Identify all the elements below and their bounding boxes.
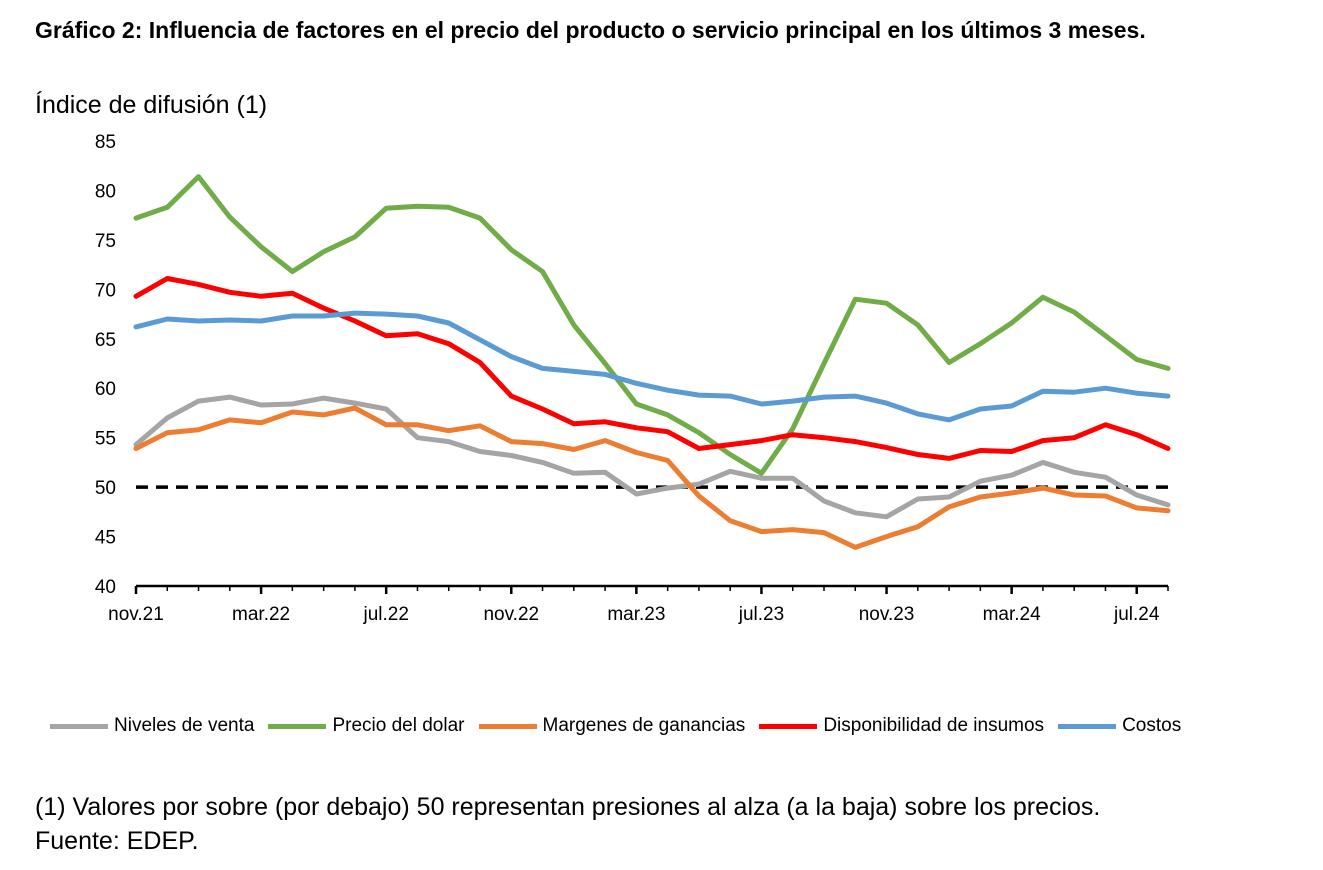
- source-note: Fuente: EDEP.: [35, 827, 199, 855]
- y-tick-label: 45: [95, 528, 116, 549]
- y-tick-label: 50: [95, 478, 116, 499]
- x-tick-label: jul.23: [738, 604, 784, 625]
- y-tick-label: 75: [95, 231, 116, 252]
- series-line-niveles-de-venta: [133, 394, 1171, 520]
- legend-item: Disponibilidad de insumos: [759, 715, 1044, 737]
- series-line-disponibilidad-de-insumos: [133, 276, 1171, 461]
- footnote: (1) Valores por sobre (por debajo) 50 re…: [35, 793, 1101, 821]
- x-axis: nov.21 mar.22 jul.22 nov.22 mar.23 jul.23 nov.…: [108, 584, 1169, 625]
- x-tick-label: jul.24: [1113, 604, 1160, 625]
- y-tick-label: 65: [95, 330, 116, 351]
- x-tick-label: mar.22: [232, 604, 290, 625]
- y-tick-label: 55: [95, 429, 116, 450]
- legend-label: Precio del dolar: [332, 715, 465, 736]
- y-tick-label: 60: [95, 379, 116, 400]
- y-tick-label: 85: [95, 132, 116, 153]
- y-tick-label: 40: [95, 577, 116, 598]
- legend-swatch: [268, 723, 327, 729]
- x-tick-label: nov.21: [108, 604, 164, 625]
- x-tick-label: jul.22: [362, 604, 408, 625]
- legend-item: Niveles de venta: [50, 715, 254, 737]
- chart-title: Gráfico 2: Influencia de factores en el …: [35, 17, 1146, 43]
- legend-item: Costos: [1058, 715, 1181, 737]
- legend-item: Precio del dolar: [268, 715, 465, 737]
- series-line-costos: [133, 310, 1171, 423]
- x-tick-label: nov.22: [483, 604, 539, 625]
- legend-label: Niveles de venta: [114, 715, 255, 736]
- x-tick-label: mar.24: [983, 604, 1042, 625]
- legend-swatch: [759, 723, 818, 729]
- legend-label: Costos: [1122, 715, 1182, 736]
- series-group: [133, 174, 1171, 550]
- series-line-precio-del-dolar: [133, 174, 1171, 476]
- y-tick-label: 80: [95, 181, 116, 202]
- series-line-margenes-de-ganancias: [133, 405, 1171, 550]
- legend-swatch: [50, 723, 108, 729]
- legend-item: Margenes de ganancias: [478, 715, 746, 737]
- y-axis-ticks: 40 45 50 55 60 65 70 75 80 85: [95, 132, 116, 598]
- legend-swatch: [478, 723, 537, 729]
- chart-legend: Niveles de venta Precio del dolar Margenes…: [50, 712, 1195, 740]
- legend-swatch: [1058, 723, 1117, 729]
- legend-label: Disponibilidad de insumos: [823, 715, 1045, 736]
- legend-label: Margenes de ganancias: [542, 715, 746, 736]
- y-tick-label: 70: [95, 280, 116, 301]
- x-tick-label: mar.23: [607, 604, 665, 625]
- x-tick-label: nov.23: [859, 604, 915, 625]
- chart-subtitle: Índice de difusión (1): [35, 91, 268, 119]
- notes: (1) Valores por sobre (por debajo) 50 re…: [35, 790, 1100, 858]
